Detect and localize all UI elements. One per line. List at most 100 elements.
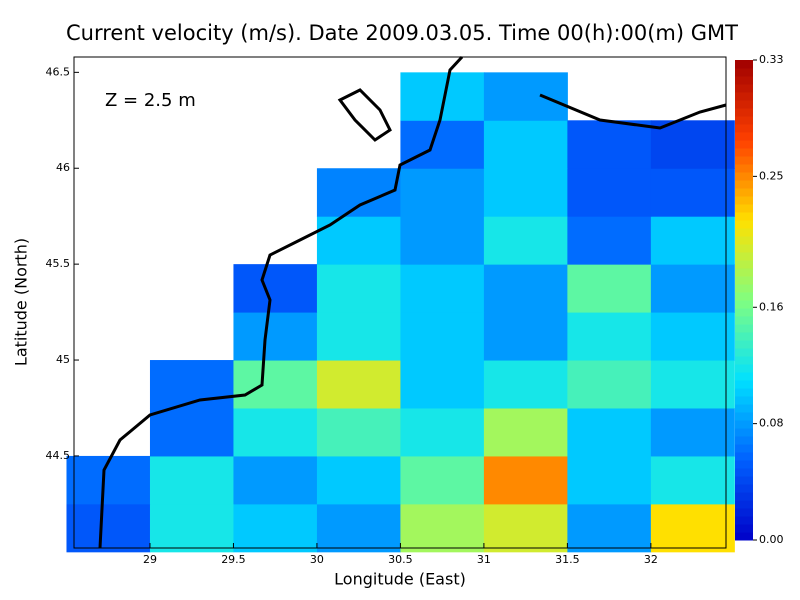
velocity-cell: [567, 407, 652, 457]
colorbar-step: [735, 420, 753, 429]
chart-title: Current velocity (m/s). Date 2009.03.05.…: [66, 21, 738, 45]
colorbar-step: [735, 276, 753, 285]
velocity-cell: [400, 407, 485, 457]
colorbar-step: [735, 316, 753, 325]
velocity-cell: [400, 312, 485, 361]
field: [66, 72, 735, 553]
velocity-cell: [567, 168, 652, 217]
x-tick-label: 31.5: [555, 553, 580, 566]
velocity-cell: [483, 216, 568, 265]
velocity-cell: [400, 216, 485, 265]
velocity-cell: [66, 503, 151, 553]
colorbar-step: [735, 92, 753, 101]
coastline: [539, 93, 727, 130]
colorbar-step: [735, 212, 753, 221]
velocity-cell: [316, 216, 401, 265]
velocity-cell: [650, 120, 735, 169]
colorbar-step: [735, 396, 753, 405]
velocity-cell: [233, 312, 318, 361]
colorbar-step: [735, 76, 753, 85]
colorbar-step: [735, 516, 753, 525]
velocity-cell: [316, 360, 401, 409]
colorbar-step: [735, 372, 753, 381]
colorbar-tick-label: 0.25: [759, 169, 784, 182]
velocity-cell: [483, 360, 568, 409]
colorbar-step: [735, 204, 753, 213]
colorbar-step: [735, 412, 753, 421]
velocity-cell: [650, 360, 735, 409]
colorbar-step: [735, 428, 753, 437]
colorbar-step: [735, 196, 753, 205]
velocity-cell: [483, 72, 568, 121]
colorbar-tick-label: 0.33: [759, 53, 784, 66]
velocity-cell: [567, 312, 652, 361]
colorbar-step: [735, 340, 753, 349]
colorbar-step: [735, 148, 753, 157]
y-tick-label: 46: [56, 161, 70, 174]
colorbar-step: [735, 100, 753, 109]
colorbar-step: [735, 260, 753, 269]
velocity-cell: [567, 216, 652, 265]
colorbar-step: [735, 220, 753, 229]
velocity-cell: [483, 264, 568, 313]
colorbar-step: [735, 284, 753, 293]
velocity-cell: [400, 360, 485, 409]
colorbar-step: [735, 476, 753, 485]
colorbar-step: [735, 468, 753, 477]
colorbar-tick-label: 0.16: [759, 300, 784, 313]
velocity-cell: [650, 312, 735, 361]
colorbar-step: [735, 508, 753, 517]
colorbar-step: [735, 244, 753, 253]
velocity-cell: [149, 360, 234, 409]
velocity-cell: [400, 503, 485, 553]
colorbar-step: [735, 524, 753, 533]
y-tick-label: 44.5: [46, 449, 71, 462]
colorbar-step: [735, 364, 753, 373]
velocity-cell: [650, 168, 735, 217]
colorbar-step: [735, 180, 753, 189]
velocity-cell: [567, 455, 652, 505]
colorbar-step: [735, 388, 753, 397]
x-tick-label: 30: [310, 553, 324, 566]
colorbar-step: [735, 532, 753, 541]
velocity-cell: [316, 312, 401, 361]
colorbar-step: [735, 460, 753, 469]
velocity-cell: [650, 264, 735, 313]
y-axis-label: Latitude (North): [12, 238, 31, 366]
velocity-cell: [316, 503, 401, 553]
colorbar-step: [735, 356, 753, 365]
lake: [337, 88, 392, 142]
coastline: [98, 55, 464, 549]
velocity-cell: [233, 503, 318, 553]
colorbar-step: [735, 116, 753, 125]
colorbar-step: [735, 436, 753, 445]
colorbar-step: [735, 404, 753, 413]
velocity-cell: [233, 360, 318, 409]
velocity-cell: [567, 360, 652, 409]
colorbar-step: [735, 132, 753, 141]
colorbar-step: [735, 324, 753, 333]
y-tick-label: 46.5: [46, 65, 71, 78]
velocity-cell: [400, 455, 485, 505]
velocity-cell: [650, 503, 735, 553]
velocity-cell: [483, 455, 568, 505]
x-tick-label: 32: [644, 553, 658, 566]
velocity-cell: [149, 407, 234, 457]
colorbar-step: [735, 172, 753, 181]
colorbar-step: [735, 228, 753, 237]
colorbar-step: [735, 140, 753, 149]
x-tick-label: 31: [477, 553, 491, 566]
x-tick-label: 30.5: [388, 553, 413, 566]
velocity-cell: [483, 407, 568, 457]
colorbar-step: [735, 188, 753, 197]
colorbar-step: [735, 380, 753, 389]
velocity-cell: [650, 407, 735, 457]
x-axis-label: Longitude (East): [334, 570, 466, 589]
depth-note: Z = 2.5 m: [105, 90, 196, 111]
velocity-cell: [233, 407, 318, 457]
colorbar-step: [735, 444, 753, 453]
y-tick-label: 45: [56, 353, 70, 366]
velocity-cell: [483, 120, 568, 169]
colorbar-step: [735, 236, 753, 245]
